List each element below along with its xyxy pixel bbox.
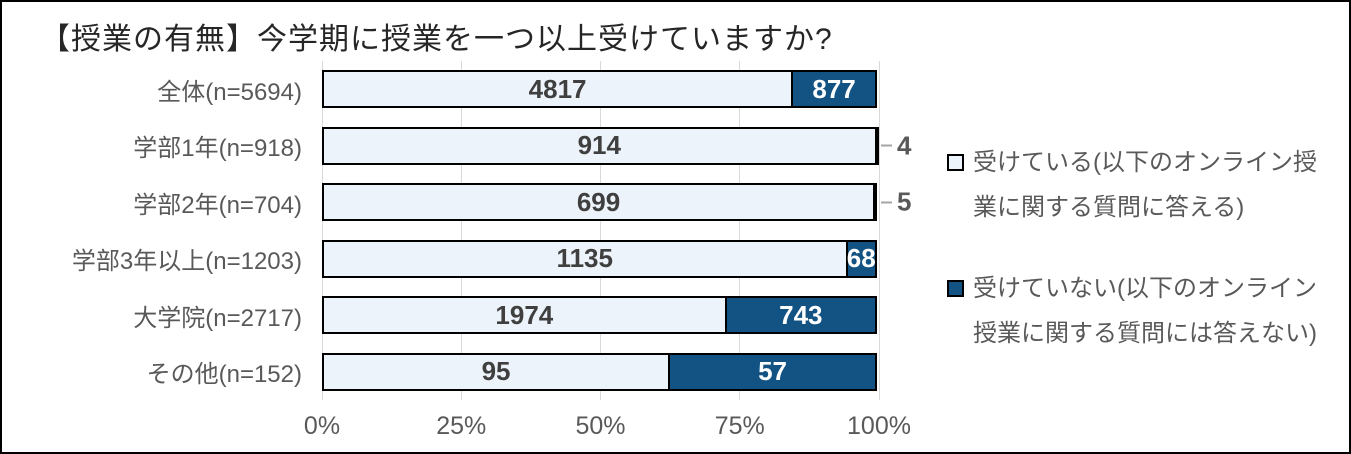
gridline xyxy=(600,61,601,400)
category-label: 大学院(n=2717) xyxy=(133,304,302,332)
outside-value-label: 4 xyxy=(881,130,911,161)
value-label: 4817 xyxy=(528,73,587,104)
bar-segment-taking: 95 xyxy=(322,352,671,391)
value-label: 914 xyxy=(577,130,621,161)
stacked-bar: 95 57 xyxy=(322,352,879,391)
legend-label: 受けている(以下のオンライン授業に関する質問に答える) xyxy=(973,149,1317,221)
bar-row: 699 5 xyxy=(322,174,911,231)
value-label: 743 xyxy=(779,299,823,330)
category-axis: 全体(n=5694) 学部1年(n=918) 学部2年(n=704) 学部3年以上(n… xyxy=(2,61,312,400)
bar-segment-taking: 4817 xyxy=(322,70,794,109)
bar-segment-not-taking: 877 xyxy=(791,70,877,109)
legend-label: 受けていない(以下のオンライン授業に関する質問には答えない) xyxy=(973,275,1317,347)
value-label: 4 xyxy=(897,130,912,161)
stacked-bar: 1974 743 xyxy=(322,296,879,335)
bar-row: 95 57 xyxy=(322,344,879,401)
value-label: 57 xyxy=(758,356,788,387)
legend-item: 受けている(以下のオンライン授業に関する質問に答える) xyxy=(947,140,1347,230)
leader-line xyxy=(881,144,892,147)
bar-row: 1974 743 xyxy=(322,287,879,344)
x-tick-label: 0% xyxy=(303,412,341,440)
legend: 受けている(以下のオンライン授業に関する質問に答える) 受けていない(以下のオンラ… xyxy=(947,140,1347,356)
plot-area: 4817 877 914 4 699 5 1135 68 1974 743 95 57 xyxy=(321,61,911,401)
bar-row: 1135 68 xyxy=(322,231,879,288)
x-tick-label: 75% xyxy=(714,412,765,440)
value-label: 1135 xyxy=(556,243,613,274)
x-tick-label: 100% xyxy=(847,412,911,440)
value-label: 1974 xyxy=(495,299,554,330)
gridline xyxy=(460,61,462,400)
gridline xyxy=(878,61,880,400)
bar-segment-not-taking xyxy=(873,183,878,222)
value-label: 699 xyxy=(576,186,621,217)
bar-segment-not-taking: 68 xyxy=(845,239,877,278)
category-label: 学部3年以上(n=1203) xyxy=(71,248,302,276)
bar-segment-taking: 1974 xyxy=(322,296,727,335)
bar-segment-taking: 699 xyxy=(322,183,876,222)
value-label: 68 xyxy=(846,243,876,274)
bar-row: 4817 877 xyxy=(322,61,879,118)
bar-segment-not-taking: 743 xyxy=(724,296,877,335)
value-label: 5 xyxy=(897,186,912,217)
x-tick-label: 50% xyxy=(575,412,626,440)
value-label: 95 xyxy=(481,356,511,387)
gridline xyxy=(739,61,741,400)
value-label: 877 xyxy=(812,73,856,104)
category-label: 学部2年(n=704) xyxy=(133,191,302,219)
stacked-bar: 4817 877 xyxy=(322,70,879,109)
bar-segment-not-taking: 57 xyxy=(668,352,877,391)
gridline xyxy=(321,61,323,400)
bar-segment-taking: 1135 xyxy=(322,239,848,278)
stacked-bar: 1135 68 xyxy=(322,239,879,278)
category-label: 全体(n=5694) xyxy=(157,78,302,106)
category-label: その他(n=152) xyxy=(146,361,302,389)
x-tick-label: 25% xyxy=(436,412,487,440)
bar-rows: 4817 877 914 4 699 5 1135 68 1974 743 95 57 xyxy=(322,61,911,401)
legend-swatch-icon xyxy=(947,280,964,297)
bar-segment-not-taking xyxy=(874,126,879,165)
category-label: 学部1年(n=918) xyxy=(133,135,302,163)
chart-title: 【授業の有無】今学期に授業を一つ以上受けていますか? xyxy=(40,23,833,56)
leader-line xyxy=(881,201,892,204)
stacked-bar: 914 4 xyxy=(322,126,911,165)
outside-value-label: 5 xyxy=(881,187,911,218)
legend-item: 受けていない(以下のオンライン授業に関する質問には答えない) xyxy=(947,266,1347,356)
bar-segment-taking: 914 xyxy=(322,126,877,165)
legend-swatch-icon xyxy=(947,154,964,171)
x-axis: 0% 25% 50% 75% 100% xyxy=(304,412,911,446)
bar-row: 914 4 xyxy=(322,118,911,175)
stacked-bar: 699 5 xyxy=(322,183,911,222)
